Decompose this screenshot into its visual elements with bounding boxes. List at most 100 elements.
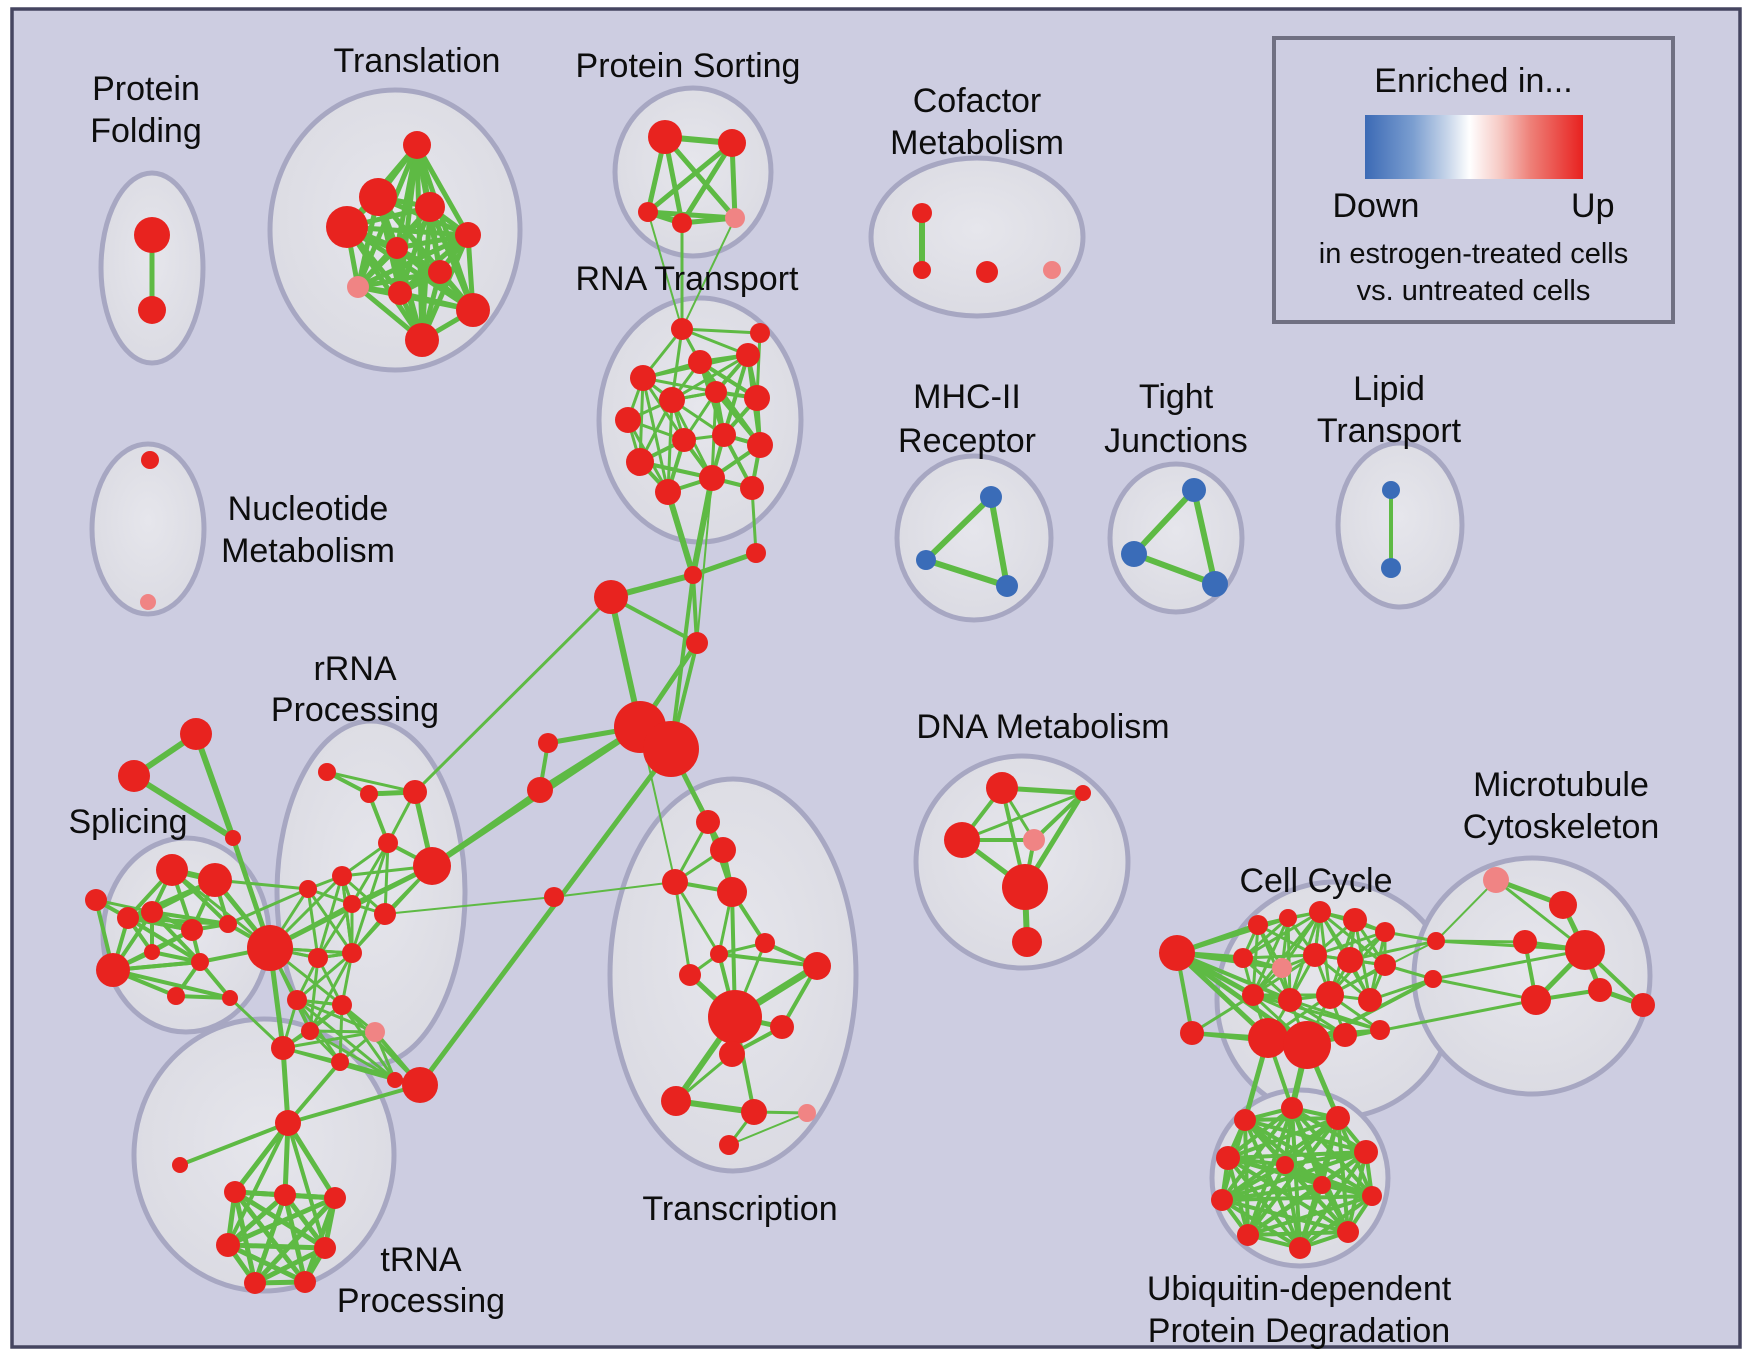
gene-set-node-cc5 [1375,922,1395,942]
node-layer [85,120,1655,1294]
gene-set-node-bm2 [1424,970,1442,988]
legend-down-label: Down [1332,187,1420,225]
cluster-label-cell-cycle: Cell Cycle [1239,862,1392,900]
gene-set-node-rr15 [271,1036,295,1060]
cluster-label-cofactor-metabolism: Metabolism [890,124,1064,162]
gene-set-node-dm2 [1075,785,1091,801]
gene-set-node-mh1 [980,486,1002,508]
gene-set-node-cc7 [1272,958,1292,978]
cluster-ellipse-mhc-ii-receptor [894,453,1054,623]
edge-tn5-tn6 [252,1245,328,1286]
gene-set-node-nm1 [141,451,159,469]
gene-set-node-ts2 [710,837,736,863]
gene-set-node-mt4 [1521,985,1551,1015]
gene-set-node-rt2 [750,323,770,343]
gene-set-node-mt2 [1513,930,1537,954]
gene-set-node-mt1 [1549,891,1577,919]
cluster-ellipse-cofactor-metabolism [868,155,1086,319]
gene-set-node-mt3 [1565,930,1605,970]
gene-set-node-ch2 [746,543,766,563]
gene-set-node-rt1 [671,318,693,340]
edge-th-rr17 [286,1083,422,1125]
gene-set-node-rt16 [740,476,764,500]
gene-set-node-ch4 [686,632,708,654]
gene-set-node-rr14 [365,1022,385,1042]
edge-rrh-lc2 [430,788,542,868]
gene-set-node-tr1 [403,131,431,159]
gene-set-node-bm1 [1427,932,1445,950]
cluster-label-rna-transport: RNA Transport [576,260,800,298]
gene-set-node-rr10 [342,943,362,963]
cluster-label-tight-junctions: Junctions [1104,422,1248,460]
gene-set-node-ts6 [755,933,775,953]
gene-set-node-cm2 [913,261,931,279]
edge-tj1-tj2 [1131,487,1197,557]
cluster-label-ubiquitin-degradation: Protein Degradation [1148,1312,1450,1350]
gene-set-node-tj1 [1182,478,1206,502]
gene-set-node-rr2 [360,785,378,803]
gene-set-node-sp7 [219,915,237,933]
gene-set-node-cc1 [1248,915,1268,935]
gene-set-node-ts8 [803,952,831,980]
edge-ub6-ubi1 [1220,1163,1287,1202]
gene-set-node-cc14 [1358,988,1382,1012]
edge-ub9-ubi1 [1283,1163,1302,1250]
legend-title: Enriched in... [1374,62,1573,100]
edge-ts3-ts5 [673,880,721,956]
edge-rr10-rr11 [295,951,354,1002]
gene-set-node-ts13 [741,1099,767,1125]
gene-set-node-rr9 [308,948,328,968]
gene-set-node-ub2 [1281,1097,1303,1119]
legend-up-label: Up [1571,187,1615,225]
gene-set-node-sp11 [167,987,185,1005]
gene-set-node-lc2 [527,777,553,803]
gene-set-node-rr18 [387,1072,403,1088]
edge-bm2-mt4 [1431,977,1538,1002]
gene-set-node-cm1 [912,203,932,223]
gene-set-node-rt12 [712,423,736,447]
gene-set-node-ubi1 [1276,1156,1294,1174]
gene-set-node-ub8 [1237,1224,1259,1246]
gene-set-node-rt7 [659,387,685,413]
edge-mh1-mh3 [988,494,1010,589]
gene-set-node-pf2 [138,296,166,324]
gene-set-node-rt10 [626,448,654,476]
cluster-label-trna-processing: Processing [337,1282,505,1320]
gene-set-node-tr3 [326,206,368,248]
gene-set-node-tn3 [324,1187,346,1209]
gene-set-node-rr1 [318,763,336,781]
edge-tsl-rr8 [384,896,555,915]
gene-set-node-th [275,1110,301,1136]
gene-set-node-ts11 [719,1041,745,1067]
edge-rr11-rr18 [295,998,397,1082]
edge-cc3-cc6 [1241,910,1322,960]
gene-set-node-ub10 [1337,1221,1359,1243]
edge-rt1-rt2 [680,327,762,335]
gene-set-node-cc4 [1343,908,1367,932]
edge-tn2-tn6 [252,1192,288,1286]
cluster-label-splicing: Splicing [68,803,187,841]
cluster-label-ubiquitin-degradation: Ubiquitin-dependent [1147,1270,1452,1308]
cluster-label-rrna-processing: rRNA [313,650,396,688]
gene-set-node-tr10 [456,293,490,327]
gene-set-node-cc10 [1374,954,1396,976]
gene-set-node-rr6 [299,880,317,898]
gene-set-node-rr13 [301,1022,319,1040]
gene-set-node-tn2 [274,1184,296,1206]
gene-set-node-rt9 [744,385,770,411]
gene-set-node-ub7 [1362,1186,1382,1206]
cluster-label-translation: Translation [334,42,501,80]
gene-set-node-cc13 [1316,981,1344,1009]
gene-set-node-tg3 [225,830,241,846]
cluster-label-lipid-transport: Transport [1317,412,1462,450]
edge-ub8-ubi1 [1246,1163,1287,1237]
gene-set-node-ts7 [679,964,701,986]
cluster-ellipse-nucleotide-metabolism [89,441,207,617]
gene-set-node-mtp [1483,867,1509,893]
label-layer: Protein Folding Translation Protein Sorting… [68,42,1659,1350]
gene-set-node-tsl [544,887,564,907]
gene-set-node-tj3 [1202,571,1228,597]
edge-dm2-dm3 [960,791,1085,842]
gene-set-node-cm4 [1043,261,1061,279]
edge-tn4-tn7 [225,1242,308,1285]
